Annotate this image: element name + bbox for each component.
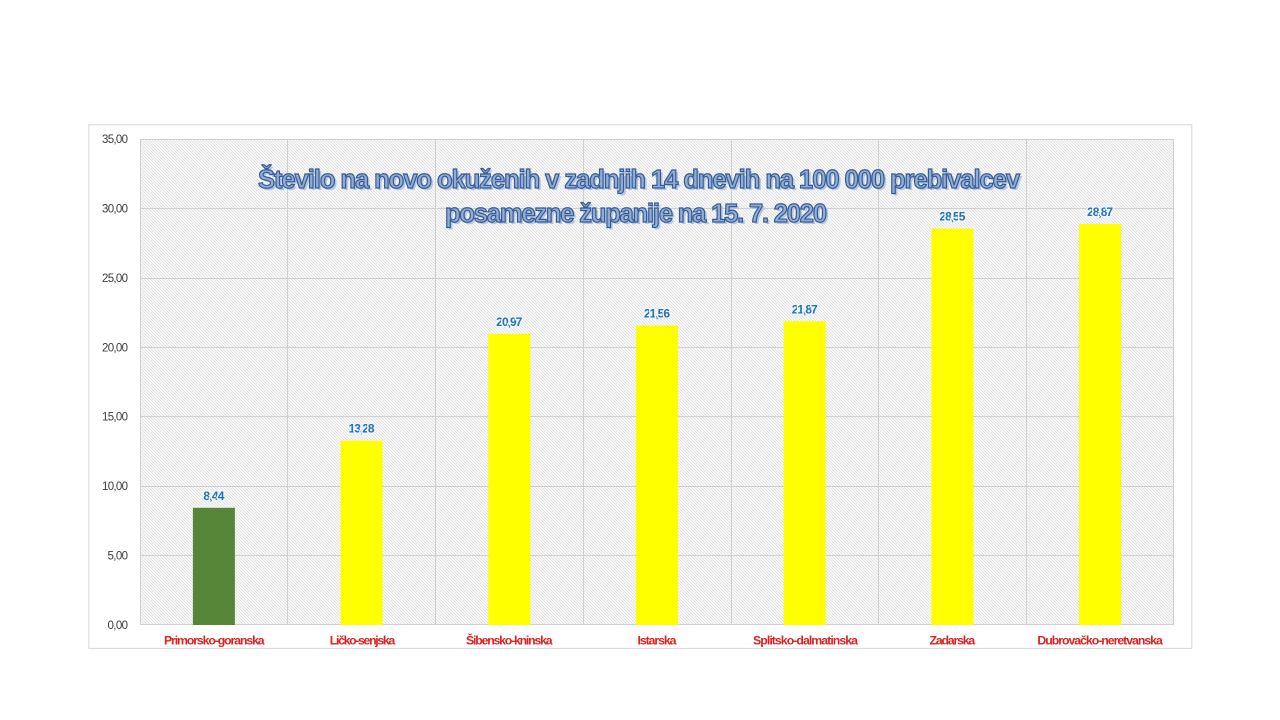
svg-text:Število na novo okuženih v zad: Število na novo okuženih v zadnjih 14 dn…: [258, 164, 1021, 194]
svg-text:10,00: 10,00: [102, 481, 128, 493]
svg-text:5,00: 5,00: [108, 551, 129, 563]
svg-text:21,87: 21,87: [792, 302, 818, 316]
svg-text:20,97: 20,97: [496, 315, 522, 329]
svg-text:Zadarska: Zadarska: [930, 634, 976, 648]
svg-text:30,00: 30,00: [102, 203, 128, 215]
svg-text:Splitsko-dalmatinska: Splitsko-dalmatinska: [753, 634, 858, 648]
svg-text:35,00: 35,00: [102, 134, 128, 146]
svg-text:posamezne županije na 15. 7. 2: posamezne županije na 15. 7. 2020: [447, 202, 829, 230]
svg-text:Primorsko-goranska: Primorsko-goranska: [164, 634, 265, 648]
svg-text:28,55: 28,55: [939, 210, 965, 224]
svg-text:15,00: 15,00: [102, 412, 128, 424]
svg-text:Ličko-senjska: Ličko-senjska: [330, 634, 396, 648]
svg-text:Istarska: Istarska: [638, 634, 677, 648]
svg-text:Šibensko-kninska: Šibensko-kninska: [466, 633, 553, 648]
svg-text:25,00: 25,00: [102, 273, 128, 285]
svg-text:posamezne županije na 15. 7. 2: posamezne županije na 15. 7. 2020: [445, 200, 827, 228]
svg-text:Dubrovačko-neretvanska: Dubrovačko-neretvanska: [1037, 634, 1163, 648]
svg-text:8,44: 8,44: [203, 489, 224, 503]
svg-text:Število na novo okuženih v zad: Število na novo okuženih v zadnjih 14 dn…: [260, 166, 1023, 196]
svg-text:0,00: 0,00: [108, 620, 129, 632]
svg-text:20,00: 20,00: [102, 342, 128, 354]
svg-text:13,28: 13,28: [349, 422, 375, 436]
svg-text:21,56: 21,56: [644, 307, 670, 321]
svg-text:28,87: 28,87: [1087, 205, 1113, 219]
